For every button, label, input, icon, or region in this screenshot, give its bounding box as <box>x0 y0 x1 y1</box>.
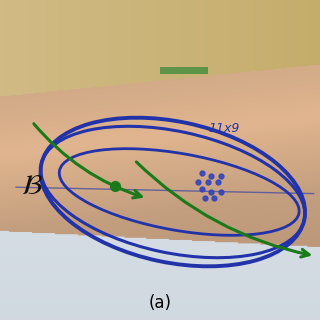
Text: $\mathcal{B}$: $\mathcal{B}$ <box>21 172 43 200</box>
Text: 11x9: 11x9 <box>208 122 240 134</box>
Text: (a): (a) <box>148 294 172 312</box>
FancyBboxPatch shape <box>160 67 208 74</box>
